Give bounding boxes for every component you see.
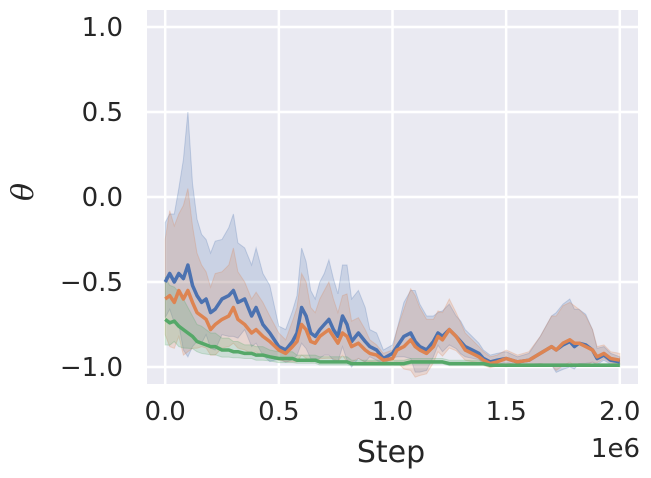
x-tick-label: 0.5 xyxy=(258,397,299,427)
x-tick-label: 1.0 xyxy=(372,397,413,427)
series-3-line xyxy=(164,318,620,368)
x-tick-label: 0.0 xyxy=(145,397,186,427)
x-axis-label: Step xyxy=(357,435,425,470)
series-2-line xyxy=(164,288,621,366)
grid xyxy=(147,10,638,384)
y-axis-label: θ xyxy=(6,183,41,201)
x-tick-label: 2.0 xyxy=(599,397,640,427)
x-tick-labels: 0.0 0.5 1.0 1.5 2.0 xyxy=(145,397,641,427)
y-tick-label: 1.0 xyxy=(82,13,123,43)
x-offset-label: 1e6 xyxy=(591,434,640,464)
y-tick-label: −1.0 xyxy=(60,353,123,383)
x-tick-label: 1.5 xyxy=(485,397,526,427)
y-tick-label: 0.5 xyxy=(82,98,123,128)
y-tick-label: −0.5 xyxy=(60,268,123,298)
y-tick-label: 0.0 xyxy=(82,183,123,213)
series-lines xyxy=(163,263,621,368)
y-tick-labels: −1.0 −0.5 0.0 0.5 1.0 xyxy=(60,13,123,383)
